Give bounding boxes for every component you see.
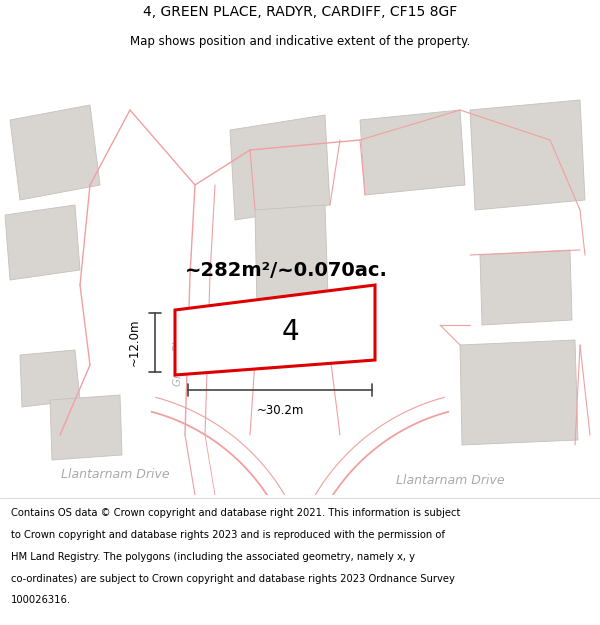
Polygon shape: [10, 105, 100, 200]
Text: ~282m²/~0.070ac.: ~282m²/~0.070ac.: [185, 261, 388, 279]
Polygon shape: [20, 350, 80, 407]
Polygon shape: [470, 100, 585, 210]
Text: 4, GREEN PLACE, RADYR, CARDIFF, CF15 8GF: 4, GREEN PLACE, RADYR, CARDIFF, CF15 8GF: [143, 5, 457, 19]
Polygon shape: [360, 110, 465, 195]
Text: to Crown copyright and database rights 2023 and is reproduced with the permissio: to Crown copyright and database rights 2…: [11, 530, 445, 540]
Text: Green Place: Green Place: [173, 324, 183, 386]
Polygon shape: [480, 250, 572, 325]
Polygon shape: [460, 340, 578, 445]
Text: co-ordinates) are subject to Crown copyright and database rights 2023 Ordnance S: co-ordinates) are subject to Crown copyr…: [11, 574, 455, 584]
Polygon shape: [255, 205, 330, 360]
Text: Contains OS data © Crown copyright and database right 2021. This information is : Contains OS data © Crown copyright and d…: [11, 508, 460, 518]
Polygon shape: [230, 115, 330, 220]
Text: HM Land Registry. The polygons (including the associated geometry, namely x, y: HM Land Registry. The polygons (includin…: [11, 552, 415, 562]
Text: Llantarnam Drive: Llantarnam Drive: [395, 474, 505, 486]
Polygon shape: [5, 205, 80, 280]
Text: Map shows position and indicative extent of the property.: Map shows position and indicative extent…: [130, 35, 470, 48]
Text: Llantarnam Drive: Llantarnam Drive: [61, 469, 169, 481]
Text: 4: 4: [281, 319, 299, 346]
Text: 100026316.: 100026316.: [11, 596, 71, 606]
Polygon shape: [175, 285, 375, 375]
Text: ~12.0m: ~12.0m: [128, 319, 141, 366]
Text: ~30.2m: ~30.2m: [256, 404, 304, 417]
Polygon shape: [50, 395, 122, 460]
